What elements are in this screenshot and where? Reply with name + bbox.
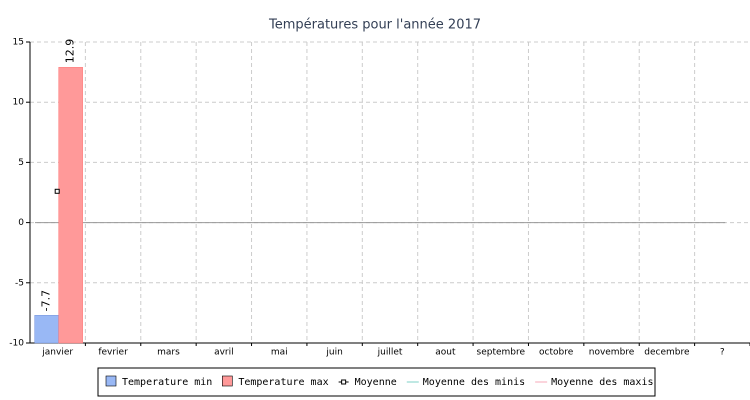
legend-label: Moyenne des minis: [423, 377, 525, 388]
legend-swatch: [222, 375, 233, 387]
legend-label: Moyenne des maxis: [551, 377, 653, 388]
x-tick-label: avril: [214, 348, 234, 358]
y-tick-label: 15: [13, 38, 24, 48]
legend-label: Temperature max: [238, 377, 328, 388]
x-tick-label: decembre: [644, 348, 690, 358]
point: [54, 188, 60, 194]
legend-label: Temperature min: [122, 377, 212, 388]
x-tick-label: novembre: [589, 348, 635, 358]
legend-box: [97, 367, 656, 397]
chart-title: Températures pour l'année 2017: [268, 18, 481, 33]
x-tick-label: septembre: [477, 348, 526, 358]
y-tick-label: -5: [15, 278, 24, 288]
legend-swatch: [341, 379, 347, 385]
y-tick-label: -10: [9, 339, 24, 349]
legend-label: Moyenne: [355, 377, 397, 388]
value-label: 12.9: [64, 39, 77, 64]
x-tick-label: juin: [325, 348, 342, 358]
value-label: -7.7: [40, 290, 53, 311]
y-tick-label: 0: [18, 218, 24, 228]
y-tick-label: 10: [13, 98, 25, 108]
x-tick-label: octobre: [539, 348, 574, 358]
x-tick-label: mars: [157, 348, 180, 358]
x-tick-label: mai: [271, 348, 288, 358]
x-tick-label: aout: [435, 348, 456, 358]
y-tick-label: 5: [18, 158, 24, 168]
x-tick-label: juillet: [377, 348, 403, 358]
bar: [34, 315, 59, 344]
x-tick-label: ?: [720, 348, 725, 358]
legend-swatch: [105, 375, 117, 387]
x-tick-label: fevrier: [98, 348, 128, 358]
x-tick-label: janvier: [41, 348, 73, 358]
bar: [58, 67, 83, 344]
